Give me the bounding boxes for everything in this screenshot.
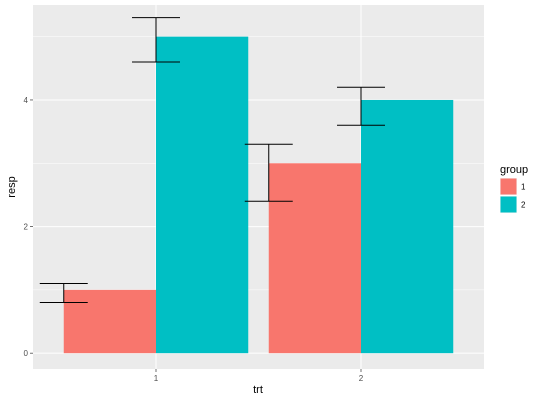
- legend: group 1 2: [500, 164, 528, 213]
- x-axis-title: trt: [253, 384, 263, 396]
- legend-swatch-1: [500, 178, 517, 195]
- bar-group-1-trt-2: [268, 163, 361, 354]
- error-bar-group-2-trt-2: [337, 86, 385, 126]
- legend-title: group: [500, 164, 528, 176]
- bar-group-2-trt-1: [156, 36, 249, 354]
- legend-swatch-2: [500, 196, 517, 213]
- error-bar-group-1-trt-1: [39, 283, 88, 304]
- y-axis: 0 2 4: [24, 96, 33, 358]
- bar-group-1-trt-1: [63, 289, 156, 354]
- x-tick-label: 1: [154, 374, 159, 383]
- y-tick-label: 0: [24, 349, 29, 358]
- y-axis-title: resp: [6, 176, 18, 197]
- bars: [63, 36, 454, 354]
- legend-label-2: 2: [521, 201, 526, 210]
- y-tick-label: 4: [24, 96, 29, 105]
- error-bar-group-1-trt-2: [244, 143, 293, 202]
- bar-group-2-trt-2: [361, 99, 454, 354]
- y-tick-label: 2: [24, 223, 29, 232]
- x-tick-label: 2: [359, 374, 364, 383]
- error-bar-group-2-trt-1: [132, 17, 180, 63]
- legend-label-1: 1: [521, 183, 526, 192]
- error-bars: [39, 17, 385, 304]
